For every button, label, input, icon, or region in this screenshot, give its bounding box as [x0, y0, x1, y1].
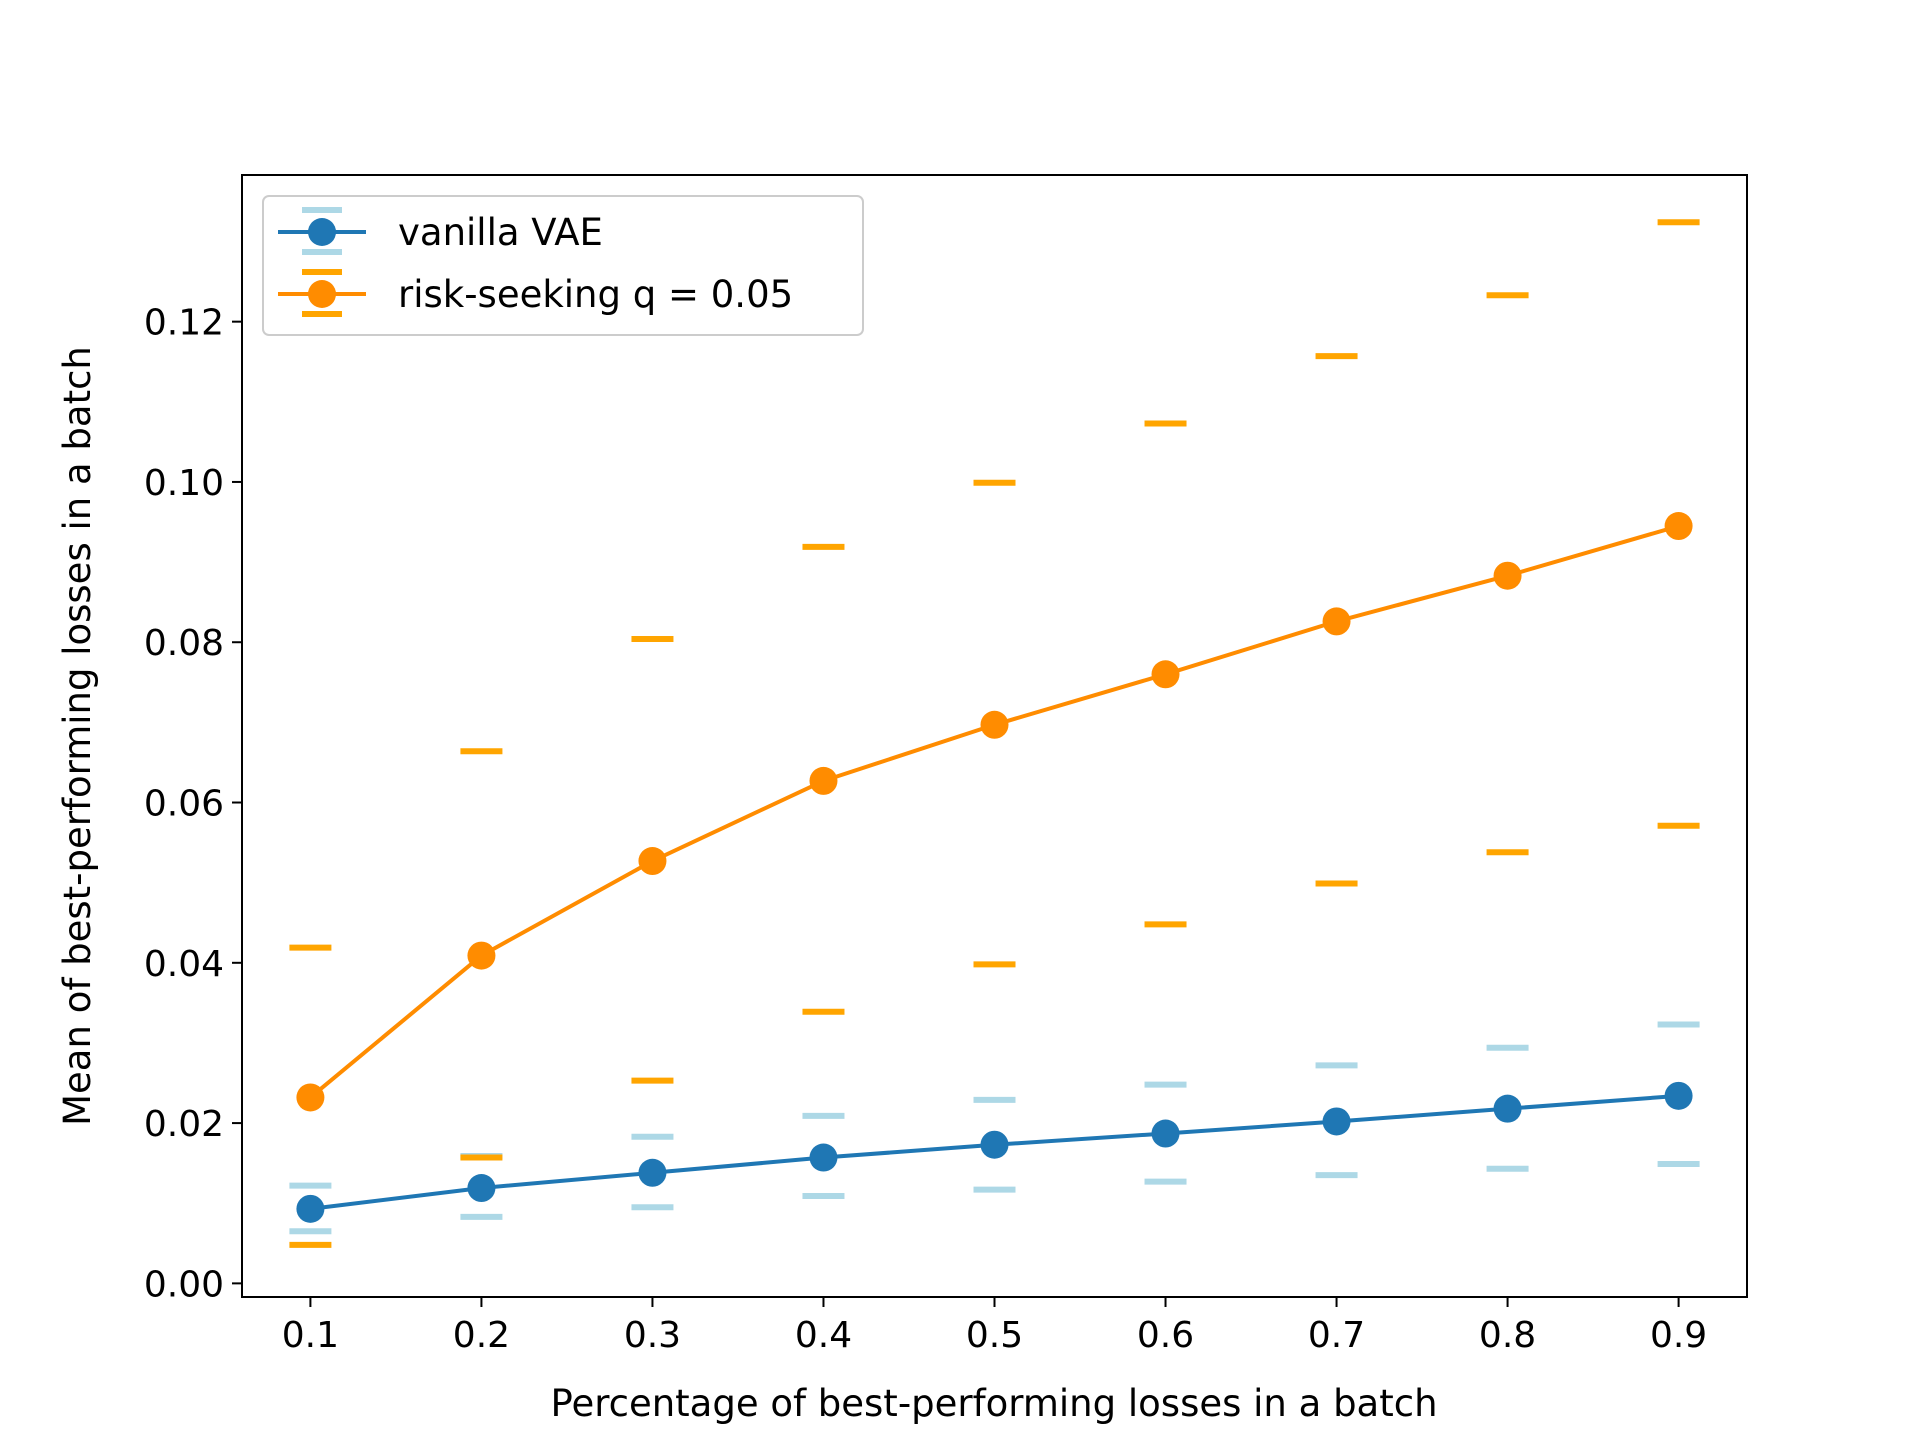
x-tick-label: 0.2 — [453, 1315, 510, 1356]
data-point — [1493, 561, 1522, 590]
data-point — [980, 1130, 1009, 1159]
marks-layer — [289, 219, 1700, 1248]
data-point — [1493, 1094, 1522, 1123]
legend: vanilla VAE risk-seeking q = 0.05 — [262, 195, 864, 336]
legend-label: risk-seeking q = 0.05 — [398, 273, 793, 316]
x-axis-label: Percentage of best-performing losses in … — [550, 1382, 1437, 1425]
x-tick-label: 0.6 — [1137, 1315, 1194, 1356]
x-tick-label: 0.8 — [1479, 1315, 1536, 1356]
data-point — [638, 1158, 667, 1187]
data-point — [809, 1143, 838, 1172]
data-point — [467, 1174, 496, 1203]
legend-marker — [308, 218, 336, 246]
y-tick-label: 0.06 — [144, 784, 224, 825]
data-point — [809, 766, 838, 795]
data-point — [1664, 512, 1693, 541]
y-tick-label: 0.00 — [144, 1264, 224, 1305]
data-point — [467, 941, 496, 970]
series-2 — [289, 219, 1700, 1248]
x-tick-label: 0.3 — [624, 1315, 681, 1356]
data-point — [1322, 1107, 1351, 1136]
x-tick-label: 0.1 — [282, 1315, 339, 1356]
legend-entry: risk-seeking q = 0.05 — [278, 269, 793, 317]
data-point — [638, 847, 667, 876]
y-tick-label: 0.04 — [144, 944, 224, 985]
x-tick-label: 0.4 — [795, 1315, 852, 1356]
y-tick-label: 0.10 — [144, 463, 224, 504]
x-tick-label: 0.7 — [1308, 1315, 1365, 1356]
data-point — [1322, 607, 1351, 636]
y-tick-label: 0.12 — [144, 303, 224, 344]
y-tick-label: 0.08 — [144, 623, 224, 664]
data-point — [1151, 1119, 1180, 1148]
data-point — [296, 1194, 325, 1223]
x-tick-label: 0.5 — [966, 1315, 1023, 1356]
data-point — [296, 1083, 325, 1112]
x-tick-label: 0.9 — [1650, 1315, 1707, 1356]
ticks-layer: 0.1 0.2 0.3 0.4 0.5 0.6 0.7 0.8 0.9 0.00 0.02 0.04 0… — [144, 303, 1707, 1356]
legend-entry: vanilla VAE — [278, 207, 603, 255]
legend-marker — [308, 280, 336, 308]
legend-box — [262, 195, 864, 336]
y-tick-label: 0.02 — [144, 1104, 224, 1145]
data-point — [1664, 1081, 1693, 1110]
y-axis-label: Mean of best-performing losses in a batc… — [56, 346, 99, 1126]
legend-label: vanilla VAE — [398, 211, 603, 254]
data-point — [980, 710, 1009, 739]
data-point — [1151, 660, 1180, 689]
